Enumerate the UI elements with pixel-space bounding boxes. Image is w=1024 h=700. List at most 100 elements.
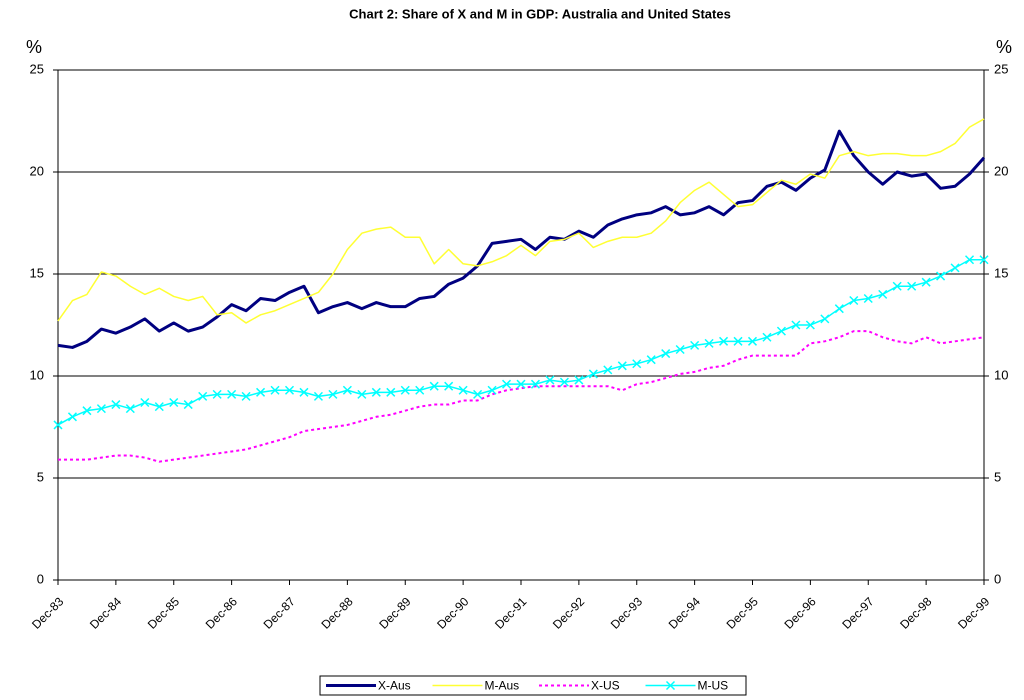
legend-box [319, 675, 747, 696]
y-axis-label: % [26, 37, 42, 57]
y2-tick-label: 25 [994, 61, 1008, 76]
series-marker [241, 391, 251, 401]
x-tick-label: Dec-90 [434, 594, 471, 631]
series-marker [169, 397, 179, 408]
series-marker [661, 349, 671, 359]
series-marker [588, 369, 598, 379]
y2-tick-label: 15 [994, 265, 1008, 280]
x-tick-label: Dec-86 [203, 594, 240, 631]
series-line [57, 258, 984, 426]
x-tick-label: Dec-99 [955, 594, 992, 631]
series-marker [776, 326, 786, 336]
series-marker [646, 355, 656, 365]
x-tick-label: Dec-88 [318, 594, 355, 631]
series-marker [415, 385, 425, 395]
legend-label: X-US [591, 679, 620, 693]
series-marker [965, 255, 975, 265]
series-marker [632, 359, 642, 369]
y2-tick-label: 5 [994, 469, 1001, 484]
series-marker [617, 361, 627, 371]
series-marker [805, 320, 815, 330]
series-marker [950, 263, 960, 273]
series-marker [400, 385, 410, 395]
series-marker [429, 381, 439, 391]
series-marker [791, 320, 801, 330]
legend-marker [665, 680, 676, 691]
legend-label: M-Aus [485, 679, 520, 693]
series-marker [530, 379, 540, 389]
series-marker [603, 365, 613, 375]
series-marker [386, 387, 396, 397]
series-marker [545, 375, 555, 385]
series-marker [907, 281, 917, 291]
x-tick-label: Dec-98 [897, 594, 934, 631]
series-marker [502, 379, 512, 389]
series-marker [878, 289, 888, 299]
x-tick-label: Dec-93 [608, 594, 645, 631]
series-line [58, 330, 985, 463]
y2-tick-label: 20 [994, 163, 1008, 178]
series-marker [979, 255, 989, 265]
series-marker [270, 385, 280, 395]
series-marker [342, 385, 352, 395]
legend: X-Aus M-Aus X-US M-US [319, 675, 747, 696]
series-marker [140, 397, 150, 408]
series-marker [371, 387, 381, 397]
series-marker [67, 412, 77, 422]
series-marker [284, 385, 295, 395]
series-marker [328, 389, 338, 399]
x-tick-label: Dec-92 [550, 594, 587, 631]
series-marker [357, 389, 367, 399]
series-marker [849, 295, 859, 306]
x-tick-label: Dec-96 [781, 594, 818, 631]
x-tick-label: Dec-87 [261, 594, 298, 631]
series-marker [125, 404, 135, 414]
series-marker [473, 389, 483, 399]
series-marker [863, 293, 873, 304]
x-tick-label: Dec-95 [724, 594, 761, 631]
chart-title: Chart 2: Share of X and M in GDP: Austra… [349, 6, 731, 21]
series-marker [719, 336, 729, 346]
series-marker [690, 340, 700, 350]
y2-axis-label: % [996, 37, 1012, 57]
series-marker [444, 381, 454, 391]
series-marker [820, 314, 830, 324]
x-tick-label: Dec-83 [29, 594, 66, 631]
series-marker [183, 400, 193, 410]
y2-tick-label: 10 [994, 367, 1008, 382]
series-marker [256, 387, 266, 397]
y-tick-label: 20 [30, 163, 44, 178]
series-marker [559, 377, 569, 387]
series-marker [762, 332, 772, 342]
series-marker [53, 420, 63, 430]
y2-tick-label: 0 [994, 571, 1001, 586]
series-marker [747, 336, 758, 346]
series-marker [212, 389, 222, 399]
series-marker [892, 281, 902, 291]
series-marker [487, 385, 497, 395]
series-marker [299, 387, 309, 397]
series-marker [675, 344, 685, 355]
y-tick-label: 0 [37, 571, 44, 586]
x-tick-label: Dec-97 [839, 594, 876, 631]
x-tick-label: Dec-85 [145, 594, 182, 631]
series-marker [96, 404, 106, 414]
series-marker [574, 375, 584, 385]
legend-label: X-Aus [378, 679, 411, 693]
series-marker [704, 338, 714, 348]
series-marker [82, 406, 92, 416]
series-marker [198, 391, 208, 401]
series-marker [921, 277, 931, 287]
y-tick-label: 10 [30, 367, 44, 382]
series-marker [458, 385, 468, 395]
series-marker [733, 336, 743, 346]
series-marker [516, 379, 526, 389]
y-tick-label: 5 [37, 469, 44, 484]
series-marker [154, 402, 164, 412]
x-tick-label: Dec-91 [492, 594, 529, 631]
x-tick-label: Dec-89 [376, 594, 413, 631]
y-tick-label: 25 [30, 61, 44, 76]
y-tick-label: 15 [30, 265, 44, 280]
series-line [57, 118, 985, 324]
